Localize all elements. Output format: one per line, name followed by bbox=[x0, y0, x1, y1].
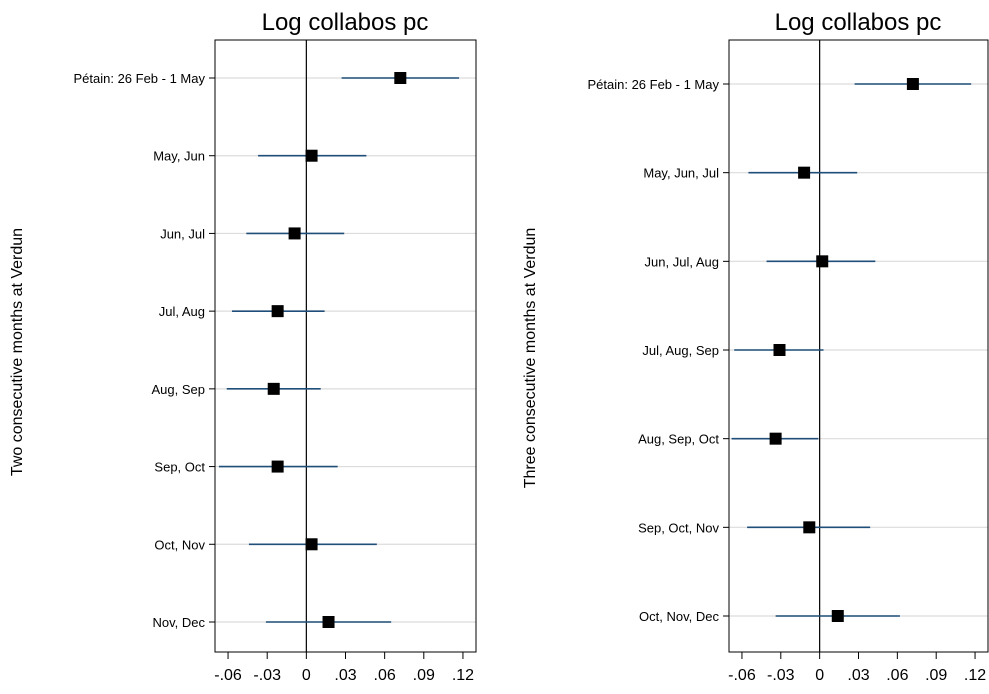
category-label: May, Jun bbox=[153, 149, 205, 164]
chart-panel-2: Log collabos pc Three consecutive months … bbox=[522, 9, 989, 684]
point-estimate-marker bbox=[394, 72, 407, 84]
x-tick-label: .12 bbox=[964, 667, 986, 684]
x-tick-label: .06 bbox=[886, 667, 908, 684]
point-estimate-marker bbox=[769, 432, 782, 445]
point-estimate-marker bbox=[816, 255, 829, 268]
point-estimate-marker bbox=[773, 344, 786, 356]
x-tick-label: .09 bbox=[925, 667, 947, 684]
point-estimate-marker bbox=[798, 166, 811, 179]
x-tick-label: .06 bbox=[374, 667, 396, 684]
x-tick-label: -.06 bbox=[728, 667, 756, 684]
chart-title: Log collabos pc bbox=[775, 9, 942, 36]
point-estimate-marker bbox=[305, 149, 318, 162]
y-axis-label: Two consecutive months at Verdun bbox=[9, 228, 26, 476]
category-label: Nov, Dec bbox=[153, 615, 206, 630]
x-tick-label: -.03 bbox=[767, 667, 795, 684]
category-label: Pétain: 26 Feb - 1 May bbox=[73, 71, 205, 86]
x-tick-label: 0 bbox=[302, 667, 311, 684]
point-estimate-marker bbox=[906, 78, 919, 90]
x-tick-label: -.03 bbox=[253, 667, 281, 684]
point-estimate-marker bbox=[803, 521, 816, 534]
category-label: Oct, Nov, Dec bbox=[639, 609, 719, 624]
point-estimate-marker bbox=[267, 382, 280, 395]
y-axis-label: Three consecutive months at Verdun bbox=[522, 228, 539, 489]
point-estimate-marker bbox=[271, 460, 284, 473]
point-estimate-marker bbox=[322, 616, 335, 628]
category-label: Jul, Aug, Sep bbox=[642, 343, 719, 358]
category-label: May, Jun, Jul bbox=[643, 166, 719, 181]
x-tick-label: .12 bbox=[452, 667, 474, 684]
x-tick-label: .03 bbox=[847, 667, 869, 684]
category-label: Pétain: 26 Feb - 1 May bbox=[587, 77, 719, 92]
category-label: Sep, Oct, Nov bbox=[638, 520, 719, 535]
category-label: Jun, Jul, Aug bbox=[645, 254, 719, 269]
category-label: Sep, Oct bbox=[154, 460, 205, 475]
chart-panel-1: Log collabos pc Two consecutive months at… bbox=[9, 9, 477, 684]
x-tick-label: .03 bbox=[334, 667, 356, 684]
category-label: Aug, Sep bbox=[152, 382, 206, 397]
category-label: Aug, Sep, Oct bbox=[638, 432, 719, 447]
point-estimate-marker bbox=[271, 305, 284, 318]
chart-title: Log collabos pc bbox=[262, 9, 429, 36]
category-label: Oct, Nov bbox=[154, 537, 205, 552]
point-estimate-marker bbox=[288, 227, 301, 240]
x-tick-label: 0 bbox=[815, 667, 824, 684]
x-tick-label: .09 bbox=[413, 667, 435, 684]
category-label: Jun, Jul bbox=[160, 226, 205, 241]
point-estimate-marker bbox=[305, 538, 318, 551]
x-tick-label: -.06 bbox=[214, 667, 242, 684]
point-estimate-marker bbox=[831, 610, 844, 622]
category-label: Jul, Aug bbox=[159, 304, 205, 319]
